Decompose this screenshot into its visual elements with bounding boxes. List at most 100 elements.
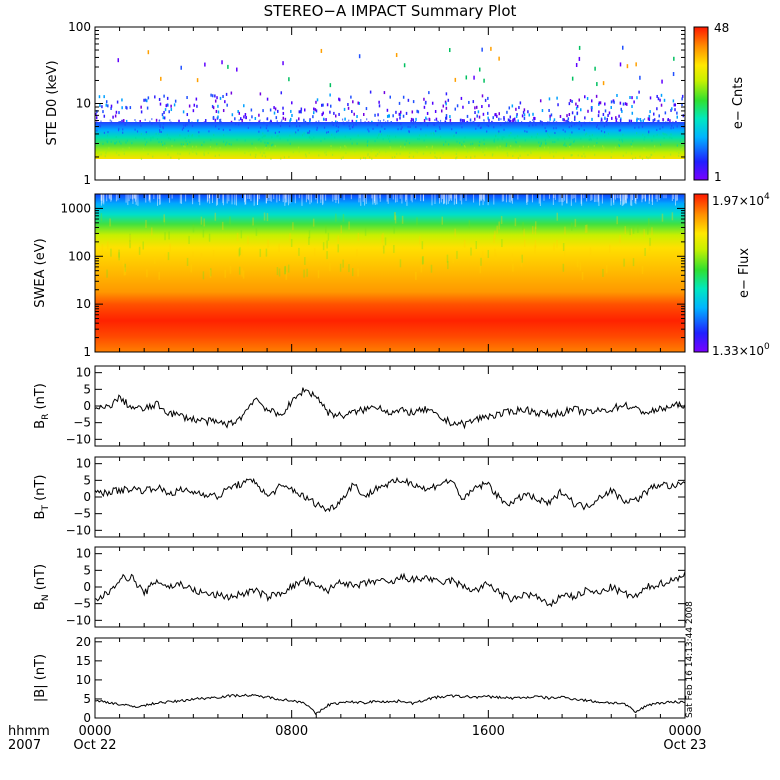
ste-speckle-cell	[403, 63, 406, 68]
ste-band-cell	[170, 156, 172, 159]
ste-band-cell	[668, 149, 670, 152]
ste-speckle-cell	[600, 118, 603, 122]
ste-speckle-cell	[290, 109, 292, 113]
swea-streak	[625, 194, 627, 203]
ste-speckle-cell	[473, 75, 475, 80]
ste-band-cell	[366, 141, 369, 144]
timestamp-footnote: Sat Feb 16 14:13:44 2008	[685, 601, 695, 718]
ste-band-cell	[264, 148, 266, 151]
x-tick-label-time: 1600	[472, 724, 505, 739]
ste-speckle-cell	[180, 65, 182, 70]
swea-streak	[581, 194, 583, 206]
ste-band-cell	[374, 140, 376, 143]
ste-band-cell	[460, 122, 462, 125]
ste-band-cell	[596, 124, 599, 127]
swea-streak	[501, 194, 503, 202]
ste-speckle-cell	[163, 110, 165, 114]
ste-band-cell	[160, 130, 162, 133]
ste-speckle-cell	[626, 64, 629, 69]
ste-band-cell	[144, 118, 146, 121]
swea-streak	[278, 243, 280, 252]
ste-speckle-cell	[657, 97, 660, 101]
swea-streak	[303, 269, 305, 278]
y-tick-label: 10	[76, 547, 91, 561]
ste-band-cell	[408, 131, 410, 134]
ste-speckle-cell	[507, 118, 510, 122]
ste-band-cell	[502, 149, 504, 152]
ste-speckle-cell	[395, 53, 398, 58]
ste-band-cell	[144, 137, 146, 140]
swea-streak	[359, 194, 361, 199]
ste-speckle-cell	[295, 119, 298, 123]
swea-streak	[416, 217, 418, 226]
ste-band-cell	[394, 155, 396, 158]
ste-band-cell	[142, 147, 145, 150]
ste-band-cell	[647, 133, 649, 136]
swea-streak	[157, 194, 159, 206]
ste-band-cell	[456, 156, 458, 159]
ste-speckle-cell	[472, 100, 475, 104]
ste-band-cell	[607, 132, 610, 135]
swea-streak	[208, 233, 211, 242]
swea-streak	[364, 227, 367, 236]
ste-speckle-cell	[495, 113, 497, 117]
ste-speckle-cell	[237, 110, 239, 114]
swea-streak	[209, 269, 212, 278]
ste-band-cell	[679, 140, 682, 143]
ste-speckle-cell	[610, 105, 612, 109]
swea-streak	[134, 194, 136, 202]
swea-streak	[410, 194, 412, 201]
ste-speckle-cell	[214, 99, 217, 103]
swea-streak	[598, 194, 600, 206]
swea-streak	[265, 194, 267, 204]
y-tick-label: 1000	[60, 201, 91, 215]
ste-band-cell	[677, 154, 680, 157]
ste-band-cell	[222, 140, 225, 143]
swea-streak	[527, 194, 529, 202]
ste-speckle-cell	[567, 117, 570, 121]
ste-speckle-cell	[121, 106, 123, 110]
ste-band-cell	[535, 136, 537, 139]
swea-streak	[495, 252, 497, 261]
ste-speckle-cell	[631, 96, 633, 100]
swea-streak	[206, 194, 208, 203]
swea-streak	[479, 194, 481, 206]
ste-speckle-cell	[416, 109, 418, 113]
ste-band-cell	[342, 156, 344, 159]
ste-band-cell	[331, 153, 334, 156]
ste-colorbar-min: 1	[714, 170, 722, 184]
ste-band-cell	[179, 134, 181, 137]
swea-streak	[482, 194, 484, 206]
ste-band-cell	[491, 154, 494, 157]
ste-band-cell	[539, 156, 541, 159]
ste-band-cell	[368, 130, 370, 133]
ste-band-cell	[169, 119, 171, 122]
ste-band-cell	[134, 128, 136, 131]
swea-streak	[556, 212, 559, 221]
ste-speckle-cell	[508, 119, 511, 123]
ste-band-cell	[464, 146, 466, 149]
swea-streak	[505, 194, 507, 203]
ste-band-cell	[107, 131, 109, 134]
ste-speckle-cell	[412, 118, 415, 122]
ste-speckle-cell	[597, 114, 600, 118]
ste-band-cell	[110, 120, 113, 123]
ste-band-cell	[408, 142, 411, 145]
ste-speckle-cell	[608, 111, 611, 115]
y-tick-label: 5	[83, 563, 91, 577]
ste-band-cell	[162, 143, 164, 146]
ste-band-cell	[634, 121, 636, 124]
ste-speckle-cell	[163, 94, 165, 98]
swea-streak	[326, 240, 328, 249]
y-tick-label: −10	[66, 613, 91, 627]
swea-streak	[158, 271, 160, 280]
y-tick-label: 0	[83, 399, 91, 413]
ste-band-cell	[600, 120, 602, 123]
ste-band-cell	[263, 121, 265, 124]
ste-band-cell	[215, 147, 217, 150]
swea-streak	[128, 194, 130, 202]
ste-speckle-cell	[196, 104, 198, 108]
swea-streak	[276, 267, 279, 276]
y-tick-label: 10	[76, 297, 91, 311]
swea-streak	[200, 216, 203, 225]
